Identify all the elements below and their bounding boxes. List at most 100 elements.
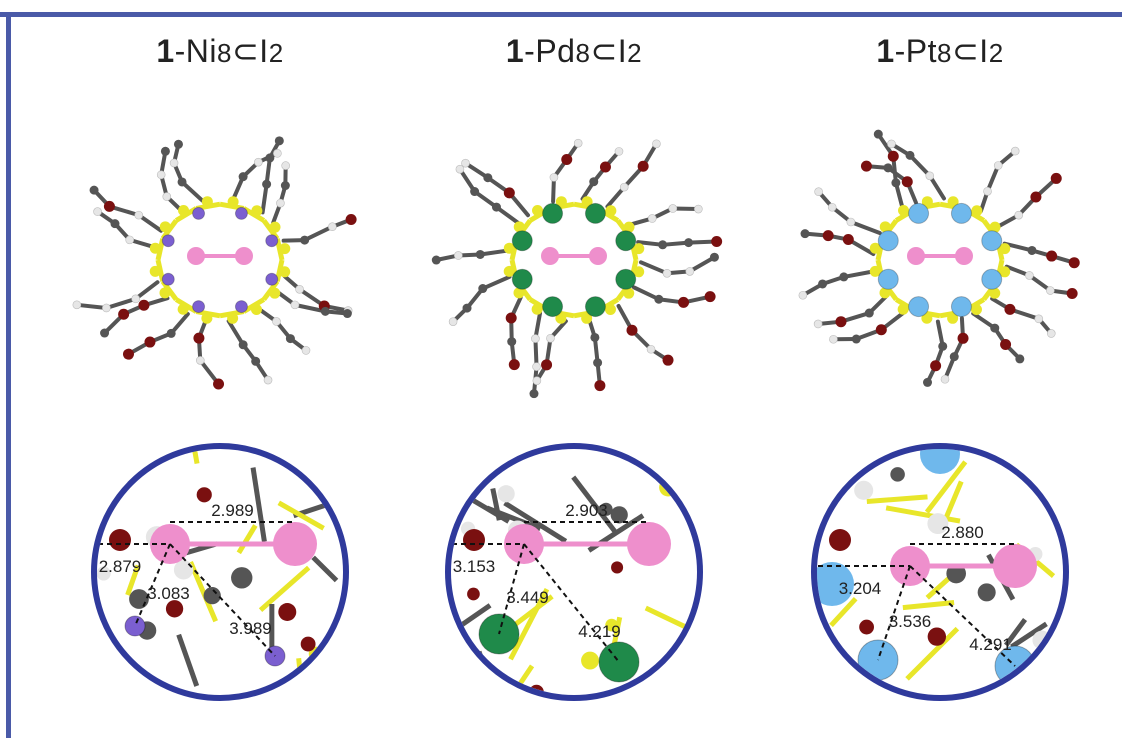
bond [104, 296, 138, 310]
metal-atom [981, 230, 1003, 252]
carbon-atom [891, 178, 901, 188]
bond [638, 260, 670, 276]
frame-top-border [0, 12, 1122, 17]
sulfur-atom [227, 196, 239, 208]
bond [1027, 273, 1053, 293]
oxygen-atom [662, 354, 674, 366]
hydrogen-atom [549, 173, 559, 182]
carbon-atom [238, 172, 248, 182]
carbon-atom [251, 356, 261, 366]
hydrogen-atom [646, 344, 656, 354]
iodine-atom [627, 522, 671, 566]
iodine-atom [955, 247, 973, 265]
iodine-atom [993, 544, 1037, 588]
carbon-atom [684, 238, 694, 248]
atom [927, 513, 949, 535]
molecule-structure [798, 129, 1080, 387]
panel-pd: 1-Pd8⊂I2 2.903 3.153 3.449 4.219 [394, 22, 754, 738]
oxygen-atom [1066, 287, 1078, 299]
carbon-atom [300, 235, 310, 245]
bond-network [434, 141, 719, 396]
distance-label-3: 3.989 [229, 619, 272, 638]
metal-count: 8 [575, 38, 591, 68]
guest-label: ⊂I [951, 33, 989, 69]
hydrogen-atom [276, 198, 285, 208]
guest-label: ⊂I [590, 33, 628, 69]
carbon-atom [800, 229, 810, 239]
zoom-inset: 2.880 3.204 3.536 4.291 [811, 443, 1069, 701]
oxygen-atom [1046, 250, 1058, 262]
sulfur-atom [869, 242, 881, 254]
distance-label-1: 2.879 [99, 557, 142, 576]
oxygen-atom [829, 529, 851, 551]
carbon-atom [590, 332, 600, 342]
bond [250, 467, 267, 542]
hydrogen-atom [1046, 329, 1056, 338]
metal-atom [192, 206, 206, 220]
carbon-atom [173, 139, 183, 149]
bond [1010, 621, 1048, 649]
atoms [798, 129, 1080, 387]
hydrogen-atom [1014, 210, 1024, 220]
bond [924, 460, 968, 514]
hydrogen-atom [1025, 271, 1034, 280]
atom [927, 627, 947, 646]
inset-border [811, 443, 1069, 701]
atom [300, 636, 316, 652]
hydrogen-atom [813, 319, 823, 329]
panel-title: 1-Ni8⊂I2 [40, 32, 400, 70]
carbon-atom [110, 219, 120, 229]
hydrogen-atom [814, 187, 823, 197]
sulfur-atom [503, 265, 515, 277]
atom [231, 567, 253, 589]
sulfur-atom [227, 312, 239, 324]
metal-atom [615, 230, 637, 252]
carbon-atom [238, 340, 248, 350]
metal-atom [950, 202, 972, 224]
inset-border [91, 443, 349, 701]
sulfur-atom [897, 303, 909, 315]
distance-label-2: 3.449 [506, 588, 549, 607]
carbon-atom [654, 294, 664, 304]
oxygen-atom [1050, 172, 1062, 184]
oxygen-atom [842, 234, 854, 246]
guest-count: 2 [988, 38, 1004, 68]
hydrogen-atom [827, 202, 837, 212]
compound-number: 1 [156, 33, 175, 69]
sulfur-atom [269, 287, 281, 299]
atom [165, 600, 184, 618]
atom [173, 560, 194, 580]
oxygen-atom [1004, 303, 1016, 315]
bond [136, 213, 164, 233]
carbon-atom [709, 252, 719, 262]
atom [497, 485, 515, 503]
oxygen-atom [887, 150, 899, 162]
bond [236, 524, 258, 555]
distance-label-2: 3.083 [147, 584, 190, 603]
metal-label: -Ni [174, 33, 218, 69]
carbon-atom [1015, 354, 1025, 364]
carbon-atom [475, 249, 485, 259]
distance-line-3 [909, 565, 1016, 667]
bond [533, 311, 543, 341]
sulfur-atom [513, 221, 525, 233]
panel-ni: 1-Ni8⊂I2 2.989 2.879 3.083 3.989 [40, 22, 400, 738]
bond [311, 555, 339, 583]
bond [985, 163, 1001, 194]
sulfur-atom [999, 243, 1011, 255]
carbon-atom [166, 328, 176, 338]
sulfur-atom [633, 266, 645, 278]
metal-atom [981, 268, 1003, 290]
atom [611, 561, 624, 574]
iodine-atom [589, 247, 607, 265]
carbon-atom [839, 272, 849, 282]
metal-atom [817, 562, 854, 606]
bond [494, 205, 522, 226]
atom [278, 603, 297, 621]
carbon-atom [280, 181, 290, 191]
oxygen-atom [193, 332, 205, 344]
bond [226, 319, 246, 347]
distance-label-3: 4.219 [578, 622, 621, 641]
hydrogen-atom [1046, 286, 1055, 295]
carbon-atom [883, 163, 893, 173]
